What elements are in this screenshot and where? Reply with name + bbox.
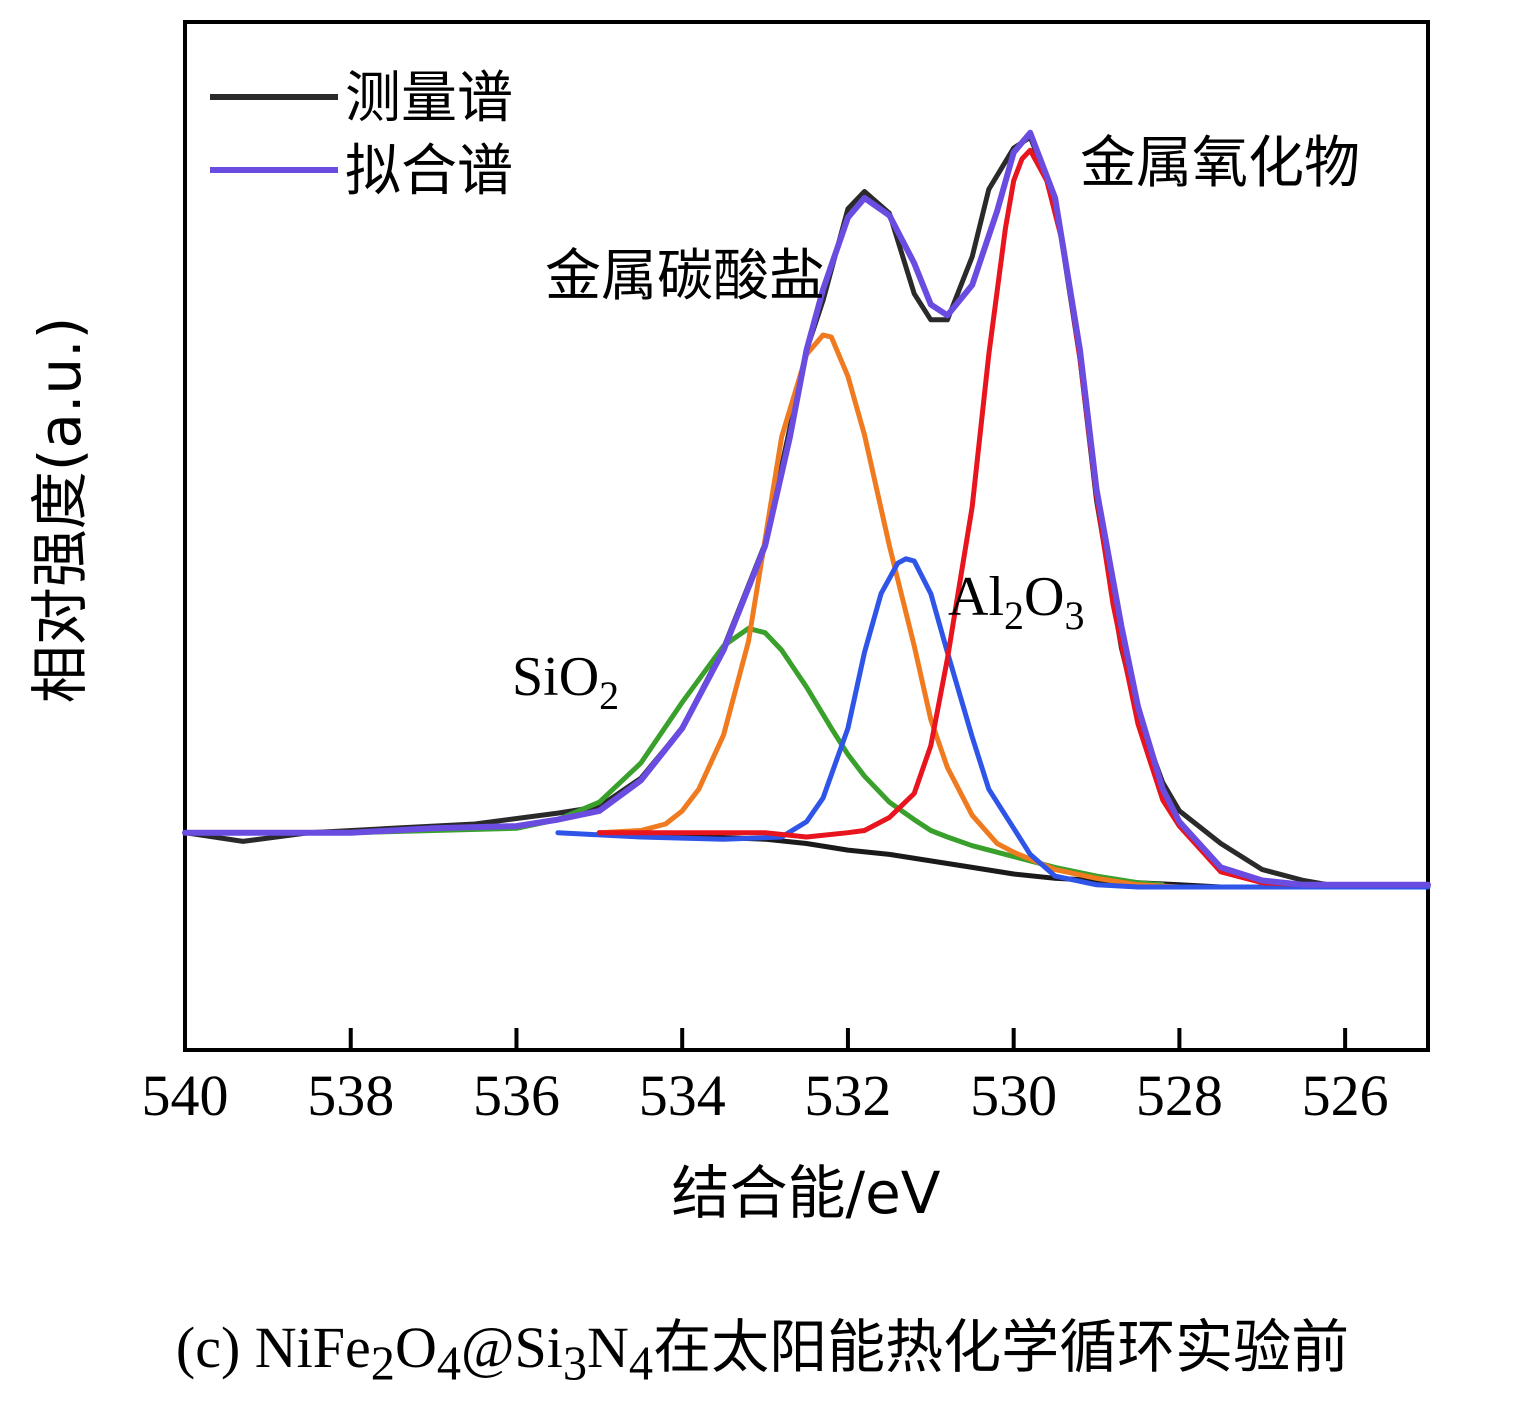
annotation-sio2-sub: 2 [599, 673, 619, 718]
x-tick-label-538: 538 [307, 1063, 394, 1128]
x-axis-title: 结合能/eV [672, 1159, 941, 1227]
annotation-al2o3-sub2: 3 [1064, 593, 1084, 638]
caption-suffix: 在太阳能热化学循环实验前 [653, 1315, 1350, 1380]
caption-sub-3: 3 [562, 1337, 587, 1391]
series-line-1 [182, 129, 1431, 888]
x-tick-label-534: 534 [639, 1063, 726, 1128]
series-line-3 [596, 332, 1182, 890]
series-line-5 [596, 147, 1307, 888]
caption-sub-2: 4 [436, 1337, 462, 1391]
series-line-0 [182, 134, 1431, 890]
caption-mid-2: @Si [461, 1315, 563, 1380]
x-tick-label-540: 540 [142, 1063, 229, 1128]
xps-chart: 540 538 536 534 532 530 528 526 测量谱 拟合谱 金属碳酸盐 金… [26, 20, 1431, 1227]
caption-sub-4: 4 [628, 1337, 654, 1391]
annotation-al2o3: Al2O3 [948, 566, 1084, 638]
annotation-al2o3-base: Al [948, 566, 1004, 628]
legend-label-measured: 测量谱 [345, 66, 513, 131]
caption-prefix: (c) NiFe [175, 1315, 371, 1380]
plot-frame [183, 20, 1430, 1052]
figure-caption: (c) NiFe2O4@Si3N4在太阳能热化学循环实验前 [0, 1300, 1525, 1392]
caption-mid-1: O [394, 1315, 437, 1380]
x-tick-label-536: 536 [473, 1063, 560, 1128]
x-tick-label-532: 532 [804, 1063, 891, 1128]
legend: 测量谱 拟合谱 [210, 66, 513, 204]
annotation-sio2-base: SiO [512, 646, 599, 708]
x-tick-label-530: 530 [970, 1063, 1057, 1128]
annotation-metal-oxide: 金属氧化物 [1080, 131, 1360, 196]
caption-sub-1: 2 [370, 1337, 395, 1391]
x-axis-tick-labels: 540 538 536 534 532 530 528 526 [142, 1063, 1389, 1128]
annotation-metal-carbonate: 金属碳酸盐 [545, 244, 825, 309]
caption-mid-3: N [587, 1315, 629, 1380]
x-axis-ticks [348, 1028, 1348, 1050]
annotation-al2o3-sub1: 2 [1004, 593, 1024, 638]
series-line-4 [555, 556, 1431, 890]
series-layer [182, 129, 1431, 890]
y-axis-title: 相对强度(a.u.) [26, 317, 94, 703]
x-tick-label-528: 528 [1136, 1063, 1223, 1128]
annotation-al2o3-base2: O [1024, 566, 1064, 628]
series-line-2 [348, 625, 1166, 888]
x-tick-label-526: 526 [1302, 1063, 1389, 1128]
annotation-sio2: SiO2 [512, 646, 619, 718]
legend-label-fitted: 拟合谱 [345, 139, 513, 204]
